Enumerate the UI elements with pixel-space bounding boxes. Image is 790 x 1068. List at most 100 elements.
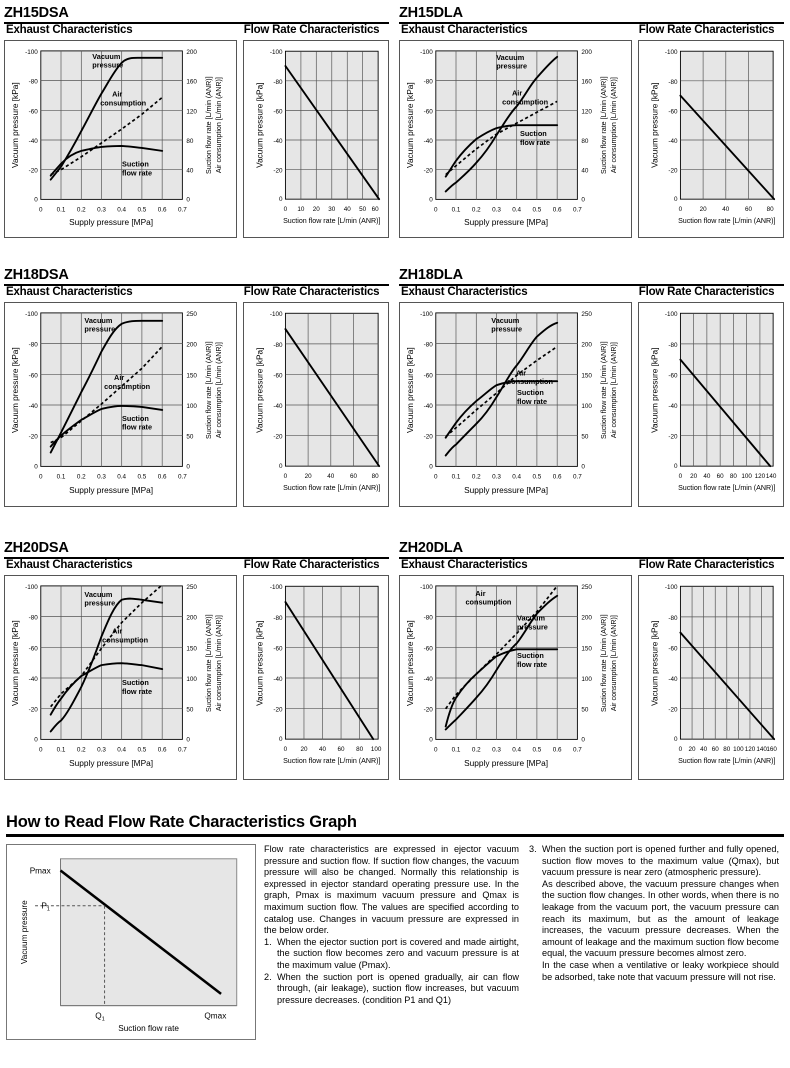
exhaust-chart-card: -100 -80 -60 -40 -20 0 250 200 150 100 50 0…	[4, 575, 237, 780]
svg-text:10: 10	[297, 206, 305, 213]
svg-text:60: 60	[712, 746, 720, 753]
svg-text:0.5: 0.5	[137, 746, 146, 753]
svg-text:-40: -40	[273, 138, 283, 145]
how-to-read-section: How to Read Flow Rate Characteristics Gr…	[0, 805, 790, 1040]
svg-text:0.7: 0.7	[573, 206, 582, 213]
svg-text:0.6: 0.6	[158, 746, 167, 753]
svg-text:-40: -40	[29, 138, 39, 145]
svg-text:50: 50	[186, 707, 194, 714]
exhaust-chart-card: -100 -80 -60 -40 -20 0 200 160 120 80 40 0 …	[4, 40, 237, 238]
svg-text:-20: -20	[29, 434, 39, 441]
y-axis-title-right-1: Suction flow rate [L/min (ANR)]	[600, 614, 608, 712]
svg-text:0: 0	[39, 206, 43, 213]
suction-flow-label: Suction	[122, 160, 149, 169]
svg-text:0: 0	[429, 196, 433, 203]
suction-flow-label: Suction	[122, 678, 149, 687]
flow-heading: Flow Rate Characteristics	[243, 286, 380, 298]
svg-text:200: 200	[186, 342, 197, 349]
svg-text:60: 60	[372, 206, 380, 213]
svg-text:0.7: 0.7	[178, 473, 187, 480]
svg-text:0: 0	[34, 196, 38, 203]
svg-text:-40: -40	[424, 676, 434, 683]
list-item-3-text: When the suction port is opened further …	[542, 844, 779, 878]
svg-text:60: 60	[745, 206, 753, 213]
x-axis-title: Suction flow rate [L/min (ANR)]	[283, 757, 380, 765]
vacuum-pressure-label: Vacuum	[491, 316, 520, 325]
flow-chart-card: -100 -80 -60 -40 -20 0 0 20 40 60 80 100…	[638, 575, 784, 780]
chart-headings: Exhaust Characteristics Flow Rate Charac…	[4, 286, 389, 299]
svg-text:20: 20	[313, 206, 321, 213]
y-axis-title-left: Vacuum pressure [kPa]	[405, 347, 415, 433]
y-axis-title-left: Vacuum pressure [kPa]	[10, 347, 20, 433]
svg-text:0: 0	[674, 196, 678, 203]
y-axis-title-right-1: Suction flow rate [L/min (ANR)]	[205, 614, 213, 712]
svg-text:pressure: pressure	[491, 325, 522, 334]
svg-text:120: 120	[186, 108, 197, 115]
svg-text:40: 40	[700, 746, 708, 753]
svg-text:0: 0	[434, 746, 438, 753]
svg-text:0: 0	[279, 736, 283, 743]
exhaust-heading: Exhaust Characteristics	[401, 559, 528, 571]
svg-text:-60: -60	[29, 372, 39, 379]
svg-text:80: 80	[372, 473, 380, 480]
svg-text:0.2: 0.2	[77, 206, 86, 213]
y-axis-title-right-2: Air consumption [L/min (ANR)]	[215, 342, 223, 438]
svg-text:0: 0	[679, 206, 683, 213]
svg-text:250: 250	[581, 311, 592, 318]
svg-text:0: 0	[284, 473, 288, 480]
x-axis-title: Suction flow rate	[118, 1024, 179, 1033]
y-axis-title-left: Vacuum pressure [kPa]	[10, 620, 20, 706]
svg-text:-40: -40	[668, 403, 678, 410]
svg-text:80: 80	[581, 138, 589, 145]
svg-text:-80: -80	[273, 79, 283, 86]
right-paragraph-1: As described above, the vacuum pressure …	[542, 878, 779, 959]
svg-text:0.2: 0.2	[472, 206, 481, 213]
vacuum-pressure-label: Vacuum	[84, 590, 113, 599]
svg-text:200: 200	[581, 49, 592, 56]
svg-text:-60: -60	[668, 108, 678, 115]
how-to-read-title: How to Read Flow Rate Characteristics Gr…	[6, 813, 784, 837]
qmax-label: Qmax	[204, 1011, 227, 1020]
svg-text:-20: -20	[29, 168, 39, 175]
svg-text:-20: -20	[273, 168, 283, 175]
exhaust-chart-svg: -100 -80 -60 -40 -20 0 250 200 150 100 50 0…	[405, 584, 618, 768]
svg-text:0.7: 0.7	[178, 746, 187, 753]
svg-text:0.4: 0.4	[117, 746, 126, 753]
svg-text:-60: -60	[424, 645, 434, 652]
air-consumption-label: Air	[516, 368, 526, 377]
exhaust-heading: Exhaust Characteristics	[6, 286, 133, 298]
svg-text:flow rate: flow rate	[517, 397, 547, 406]
svg-text:250: 250	[186, 584, 197, 591]
exhaust-heading: Exhaust Characteristics	[6, 24, 133, 36]
svg-text:0: 0	[186, 736, 190, 743]
svg-text:0.2: 0.2	[472, 473, 481, 480]
svg-text:40: 40	[186, 168, 194, 175]
svg-text:160: 160	[766, 746, 777, 753]
svg-text:-40: -40	[273, 676, 283, 683]
list-item-1: 1. When the ejector suction port is cove…	[264, 937, 519, 972]
svg-text:-80: -80	[668, 79, 678, 86]
svg-text:0.1: 0.1	[452, 746, 461, 753]
svg-text:0.5: 0.5	[532, 746, 541, 753]
how-to-read-text-columns: Flow rate characteristics are expressed …	[264, 844, 784, 1040]
air-consumption-label: Air	[114, 373, 124, 382]
y-axis-title: Vacuum pressure [kPa]	[651, 348, 660, 433]
svg-text:100: 100	[581, 403, 592, 410]
svg-text:0: 0	[39, 746, 43, 753]
svg-text:80: 80	[186, 138, 194, 145]
svg-text:50: 50	[186, 434, 194, 441]
p1-subscript: 1	[47, 907, 50, 913]
x-axis-title: Supply pressure [MPa]	[464, 217, 548, 227]
svg-text:0: 0	[434, 473, 438, 480]
example-graph-svg: Pmax P 1 Q 1 Qmax Suction flow rate Vacu…	[20, 858, 238, 1033]
svg-text:60: 60	[717, 473, 725, 480]
svg-text:80: 80	[730, 473, 738, 480]
svg-text:0.3: 0.3	[97, 473, 106, 480]
svg-text:0.1: 0.1	[452, 473, 461, 480]
chart-headings: Exhaust Characteristics Flow Rate Charac…	[4, 559, 389, 572]
svg-text:150: 150	[581, 372, 592, 379]
svg-text:-100: -100	[665, 584, 678, 591]
svg-text:0: 0	[284, 746, 288, 753]
y-axis-title-right-1: Suction flow rate [L/min (ANR)]	[600, 341, 608, 439]
